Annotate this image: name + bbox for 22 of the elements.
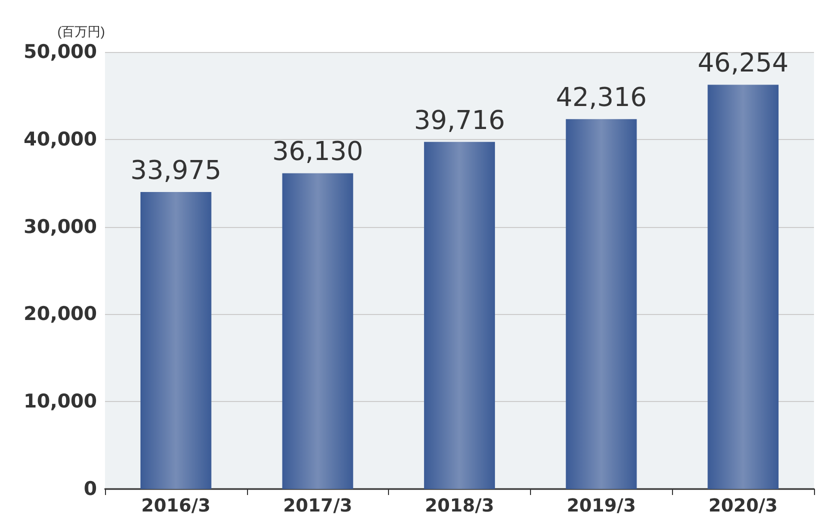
x-tick-label: 2017/3 xyxy=(283,496,352,516)
y-tick-label: 40,000 xyxy=(24,128,97,150)
x-tick-label: 2020/3 xyxy=(708,496,778,516)
bar xyxy=(708,84,779,489)
y-tick-label: 30,000 xyxy=(24,216,97,238)
bar xyxy=(282,173,354,489)
bar xyxy=(424,142,495,489)
bar xyxy=(140,192,212,489)
x-tick-label: 2019/3 xyxy=(566,496,636,516)
data-label: 39,716 xyxy=(414,106,505,136)
data-label: 36,130 xyxy=(272,137,364,168)
data-label: 42,316 xyxy=(556,83,647,114)
y-tick-label: 20,000 xyxy=(24,303,97,326)
bar xyxy=(566,119,637,489)
data-label: 46,254 xyxy=(698,48,789,79)
y-axis-title: (百万円) xyxy=(57,24,105,39)
x-tick-label: 2016/3 xyxy=(141,496,210,516)
y-tick-label: 0 xyxy=(84,478,97,500)
y-tick-label: 10,000 xyxy=(24,390,97,413)
data-label: 33,975 xyxy=(130,156,222,186)
y-tick-label: 50,000 xyxy=(24,41,97,63)
x-tick-label: 2018/3 xyxy=(424,496,494,516)
